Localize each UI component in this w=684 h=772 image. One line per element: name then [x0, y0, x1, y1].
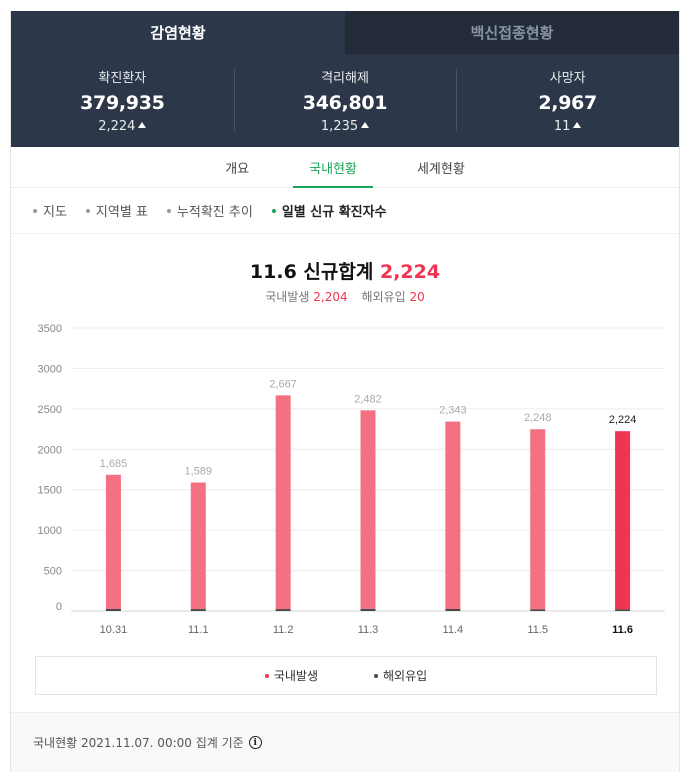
bar-domestic	[445, 421, 461, 609]
tab-overview[interactable]: 개요	[225, 161, 250, 177]
y-tick-label: 2500	[38, 404, 62, 416]
bar-overseas	[105, 608, 121, 611]
stat-confirmed: 확진환자 379,935 2,224	[11, 67, 234, 134]
stat-released: 격리해제 346,801 1,235	[233, 67, 457, 134]
data-label: 2,343	[439, 405, 467, 417]
bullet-icon	[271, 208, 276, 213]
headline-total: 2,224	[379, 261, 441, 283]
bar-overseas	[615, 609, 631, 611]
y-tick-label: 3000	[38, 363, 62, 375]
stat-delta-value: 11	[553, 119, 571, 134]
stat-value: 346,801	[302, 92, 388, 114]
headline-label: 신규합계	[303, 261, 374, 283]
legend-label: 해외유입	[383, 669, 428, 683]
stat-label: 사망자	[549, 71, 586, 86]
filter-label: 누적확진 추이	[176, 205, 253, 220]
daily-cases-chart: 0 500 1000 1500 2000 2500 3000 3500 1,685 10.31 1,…	[38, 323, 665, 636]
x-tick-label: 11.5	[527, 624, 548, 636]
summary-header: 감염현황 백신접종현황 확진환자 379,935 2,224 격리해제 346,…	[11, 11, 679, 147]
data-label: 2,482	[354, 393, 382, 405]
filter-label: 일별 신규 확진자수	[281, 205, 387, 220]
tab-vaccination-status[interactable]: 백신접종현황	[345, 11, 679, 54]
bar-overseas	[190, 609, 206, 611]
y-tick-label: 1000	[38, 525, 62, 537]
bar-domestic	[105, 474, 121, 609]
y-tick-label: 0	[56, 601, 62, 613]
bar-overseas	[275, 609, 291, 611]
bullet-icon	[85, 208, 90, 213]
bar-overseas	[360, 608, 376, 611]
filter-region-table[interactable]: 지역별 표	[85, 201, 148, 220]
filter-cumulative-trend[interactable]: 누적확진 추이	[166, 201, 253, 220]
tab-world[interactable]: 세계현황	[416, 161, 465, 177]
data-label: 2,224	[609, 414, 637, 426]
chart-subline: 국내발생 2,204 해외유입 20	[11, 288, 679, 305]
y-tick-label: 1500	[38, 485, 62, 497]
filter-daily-new[interactable]: 일별 신규 확진자수	[271, 201, 387, 220]
footer-note: 국내현황 2021.11.07. 00:00 집계 기준 i	[11, 712, 679, 772]
x-tick-label: 11.3	[358, 624, 379, 636]
stat-value: 2,967	[538, 92, 597, 114]
dark-dot-icon	[374, 673, 378, 678]
overseas-value: 20	[409, 290, 425, 304]
stat-label: 확진환자	[98, 71, 147, 86]
covid-status-panel: 감염현황 백신접종현황 확진환자 379,935 2,224 격리해제 346,…	[10, 11, 680, 772]
overseas-label: 해외유입	[361, 290, 406, 304]
chart-headline: 11.6 신규합계 2,224	[11, 257, 679, 284]
data-label: 1,589	[185, 466, 213, 478]
x-tick-label: 11.2	[273, 624, 294, 636]
headline-date: 11.6	[249, 261, 297, 283]
stat-delta-value: 1,235	[320, 119, 359, 134]
bar-domestic	[360, 410, 376, 609]
legend-overseas[interactable]: 해외유입	[374, 667, 427, 684]
red-dot-icon	[264, 673, 269, 678]
bar-overseas	[530, 609, 546, 611]
footer-text: 국내현황 2021.11.07. 00:00 집계 기준	[33, 736, 244, 750]
info-icon[interactable]: i	[248, 736, 262, 749]
view-filters: 지도 지역별 표 누적확진 추이 일별 신규 확진자수	[11, 188, 679, 234]
data-label: 2,667	[269, 378, 297, 390]
x-tick-label: 11.6	[612, 624, 633, 636]
tab-infection-status[interactable]: 감염현황	[11, 11, 345, 54]
up-arrow-icon	[138, 122, 147, 128]
main-tabs: 감염현황 백신접종현황	[11, 11, 679, 54]
sub-tabs: 개요 국내현황 세계현황	[11, 147, 679, 188]
bullet-icon	[33, 208, 37, 213]
bar-domestic	[530, 429, 546, 610]
filter-label: 지역별 표	[95, 205, 148, 220]
domestic-value: 2,204	[313, 290, 348, 304]
filter-map[interactable]: 지도	[33, 201, 67, 220]
y-tick-label: 500	[44, 566, 62, 578]
stat-delta-value: 2,224	[98, 119, 136, 134]
stat-delta: 1,235	[234, 119, 457, 134]
legend-domestic[interactable]: 국내발생	[264, 667, 318, 684]
up-arrow-icon	[361, 122, 370, 128]
domestic-label: 국내발생	[265, 290, 310, 304]
y-tick-label: 3500	[38, 323, 62, 335]
data-label: 1,685	[100, 458, 128, 470]
bar-domestic	[190, 482, 206, 610]
filter-label: 지도	[43, 205, 67, 220]
x-tick-label: 10.31	[100, 624, 128, 636]
y-tick-label: 2000	[38, 444, 62, 456]
bullet-icon	[166, 208, 171, 213]
bar-overseas	[445, 608, 461, 611]
chart-legend: 국내발생 해외유입	[35, 656, 657, 695]
bar-domestic	[275, 395, 291, 610]
stat-value: 379,935	[80, 92, 165, 114]
data-label: 2,248	[524, 412, 552, 424]
stat-label: 격리해제	[321, 71, 369, 86]
up-arrow-icon	[573, 122, 582, 128]
legend-label: 국내발생	[273, 669, 318, 683]
stats-row: 확진환자 379,935 2,224 격리해제 346,801 1,235 사망…	[11, 54, 679, 147]
x-tick-label: 11.1	[188, 624, 209, 636]
stat-delta: 2,224	[11, 119, 234, 134]
stat-delta: 11	[456, 119, 679, 134]
stat-deaths: 사망자 2,967 11	[456, 67, 679, 134]
bar-domestic	[615, 431, 631, 610]
x-tick-label: 11.4	[443, 624, 464, 636]
tab-domestic[interactable]: 국내현황	[293, 147, 373, 188]
